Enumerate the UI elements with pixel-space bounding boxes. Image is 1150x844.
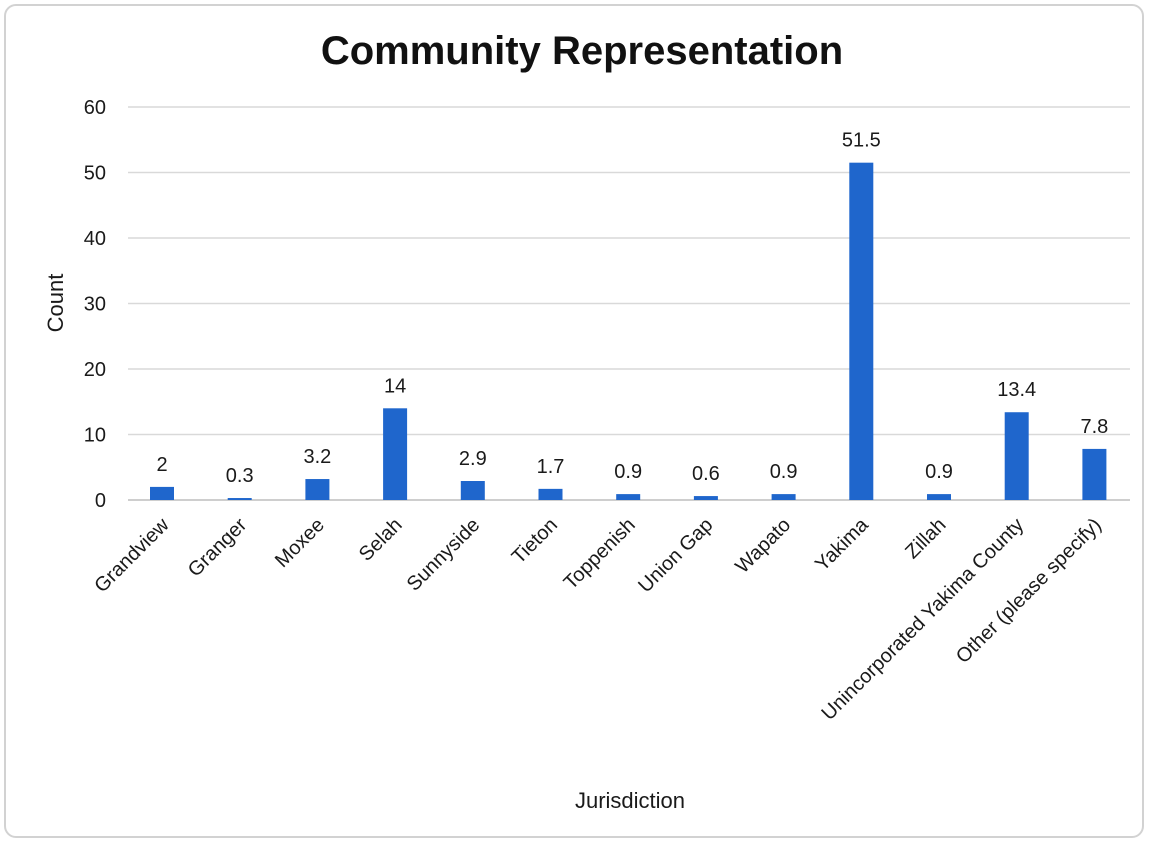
data-label: 3.2 [303,446,331,468]
bar [1082,448,1107,500]
y-tick-label: 0 [95,490,106,512]
bar [538,488,563,500]
category-label: Wapato [731,514,795,578]
y-tick-label: 60 [84,97,106,119]
data-label: 1.7 [537,456,565,478]
bar [460,481,485,500]
category-label: Yakima [811,513,873,575]
bar [849,162,874,501]
data-label: 14 [384,375,406,397]
gridlines [128,106,1130,501]
category-label: Selah [355,514,407,566]
category-label: Union Gap [634,514,717,597]
y-tick-label: 10 [84,425,106,447]
bar [150,486,174,500]
data-label: 0.9 [614,461,642,483]
category-label: Other (please specify) [952,514,1106,668]
data-label: 0.9 [770,461,798,483]
category-label: Moxee [271,514,329,572]
category-label: Tieton [508,514,562,568]
bar [383,408,408,500]
data-label: 7.8 [1080,416,1108,438]
data-label: 2 [156,454,167,476]
data-label: 0.9 [925,461,953,483]
bar [227,498,252,500]
bar [927,494,951,500]
data-label: 0.3 [226,465,254,487]
y-tick-label: 50 [84,163,106,185]
data-label: 51.5 [842,130,881,152]
bar [616,494,641,500]
data-label: 0.6 [692,463,720,485]
y-tick-label: 20 [84,359,106,381]
data-label: 2.9 [459,448,487,470]
bar [1004,412,1029,500]
chart-frame [4,4,1144,838]
y-tick-label: 40 [84,228,106,250]
y-tick-label: 30 [84,294,106,316]
bars [150,162,1107,501]
category-label: Grandview [90,514,174,598]
chart-title: Community Representation [321,29,843,73]
y-axis-label: Count [43,274,68,333]
bar [305,479,330,500]
x-axis-label: Jurisdiction [575,788,685,813]
bar [771,494,796,500]
category-label: Zillah [901,514,950,563]
data-labels: 2 0.3 3.2 14 2.9 1.7 0.9 0.6 0.9 51.5 0.9 13.4 7.8 [156,130,1108,487]
category-label: Toppenish [560,514,640,594]
bar [693,496,718,500]
data-label: 13.4 [997,379,1036,401]
y-axis-ticks: 0 10 20 30 40 50 60 [84,97,106,512]
category-label: Granger [184,514,252,582]
category-label: Sunnyside [403,514,485,596]
